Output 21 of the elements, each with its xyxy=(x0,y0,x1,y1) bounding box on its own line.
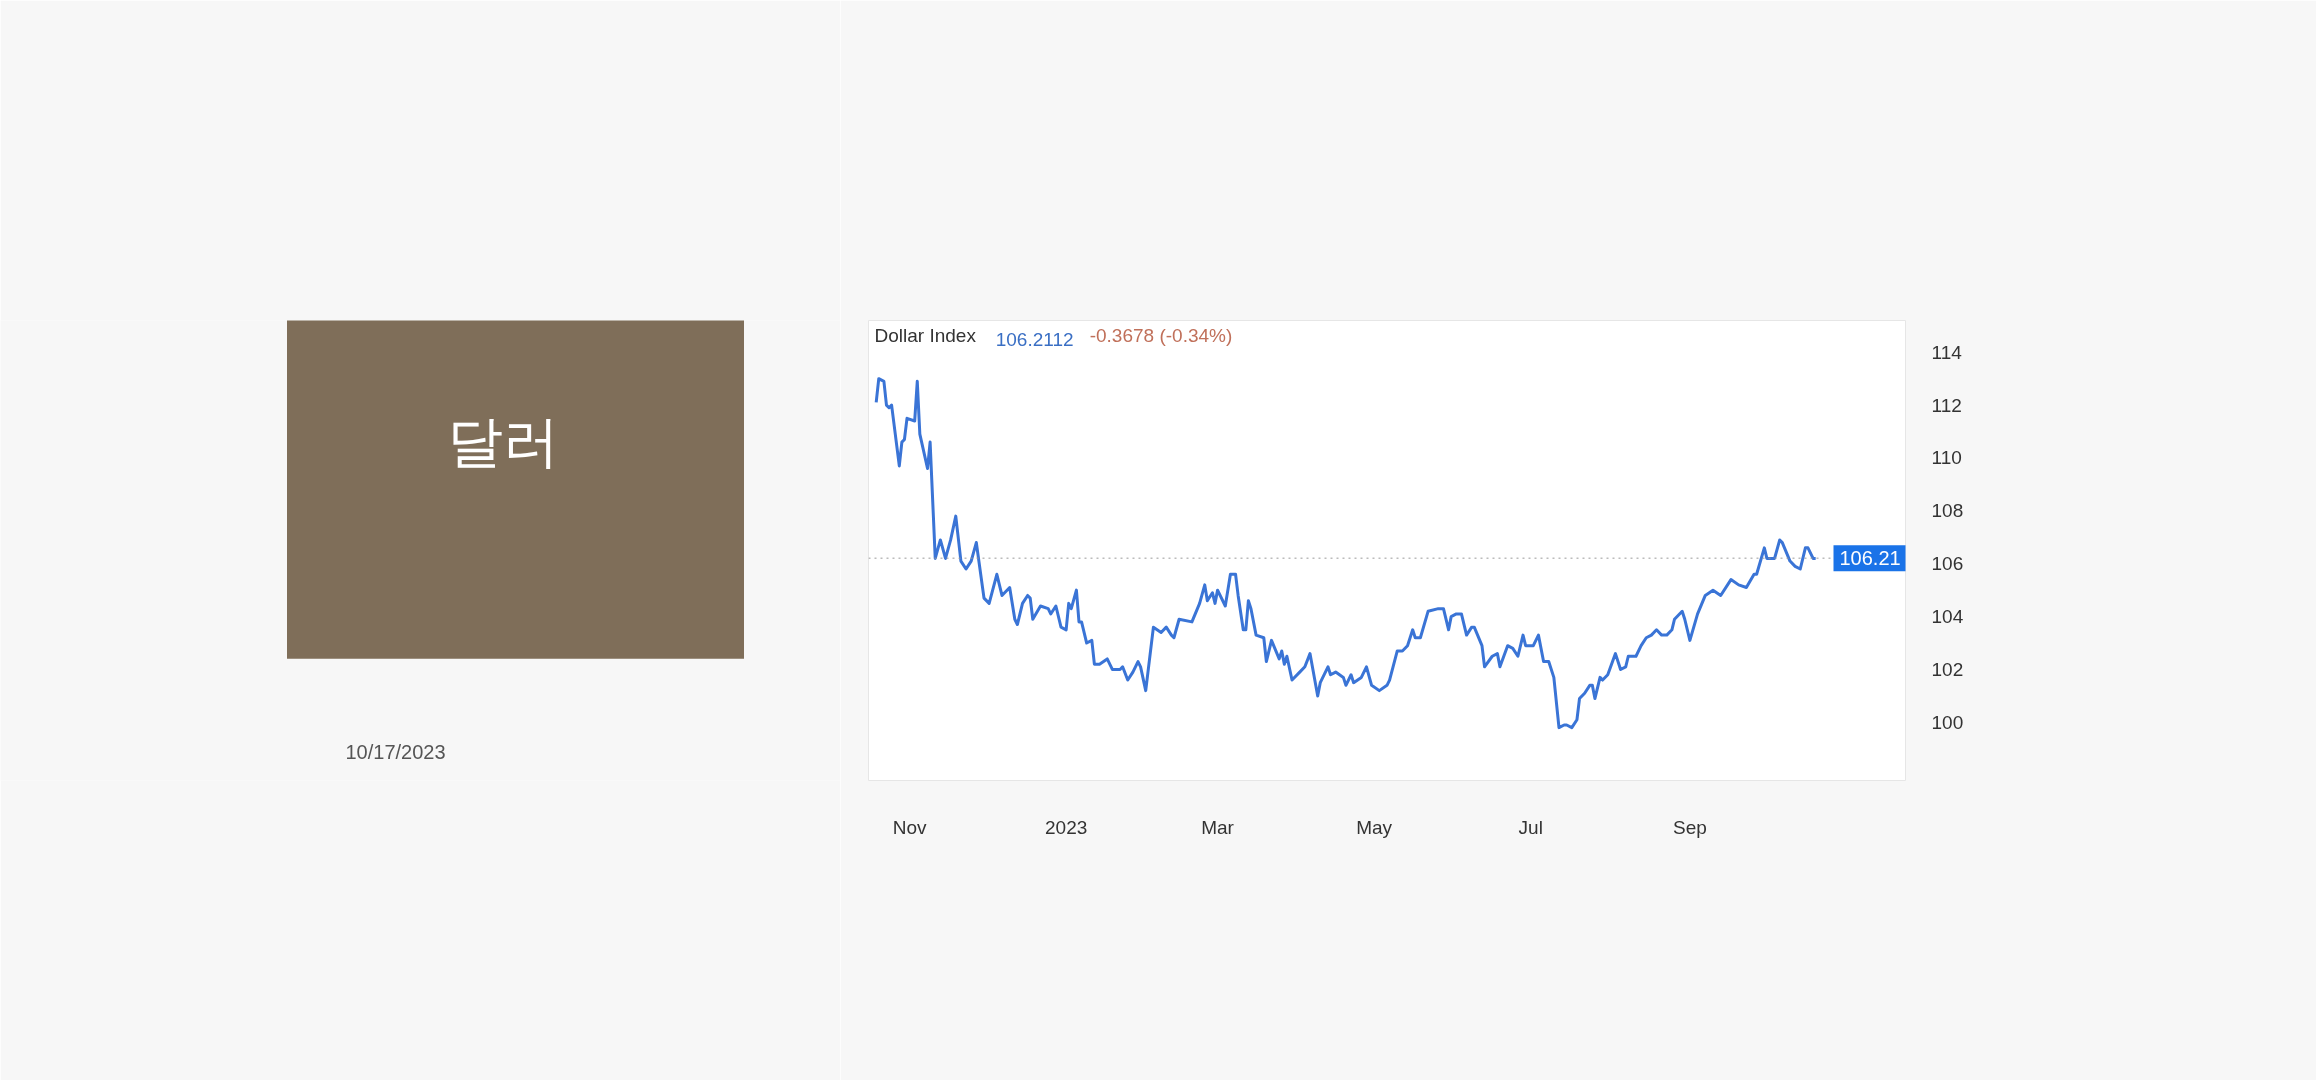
x-tick-label: Mar xyxy=(1201,816,1235,838)
y-tick-label: 102 xyxy=(1931,658,1964,680)
x-tick-label: Sep xyxy=(1672,816,1707,838)
text: 10/17/2023 xyxy=(345,741,446,764)
x-tick-label: 2023 xyxy=(1045,816,1088,838)
chart-title: Dollar Index xyxy=(874,324,977,346)
x-tick-label: Jul xyxy=(1518,816,1543,838)
y-tick-label: 110 xyxy=(1931,447,1962,469)
annotation: 106.2112 xyxy=(995,328,1074,350)
y-tick-label: 112 xyxy=(1931,394,1962,416)
line-series xyxy=(874,377,1818,730)
text: 달러 xyxy=(447,408,559,474)
annotation: -0.3678 (-0.34%) xyxy=(1089,324,1233,346)
y-tick-label: 100 xyxy=(1931,711,1964,733)
y-tick-label: 108 xyxy=(1931,500,1964,522)
x-tick-label: Nov xyxy=(892,816,927,838)
y-tick-label: 104 xyxy=(1931,606,1964,628)
y-tick-label: 114 xyxy=(1931,341,1963,363)
y-tick-label: 106 xyxy=(1931,553,1964,575)
ref-line-label: 106.21 xyxy=(1839,547,1901,570)
x-tick-label: May xyxy=(1356,816,1393,838)
